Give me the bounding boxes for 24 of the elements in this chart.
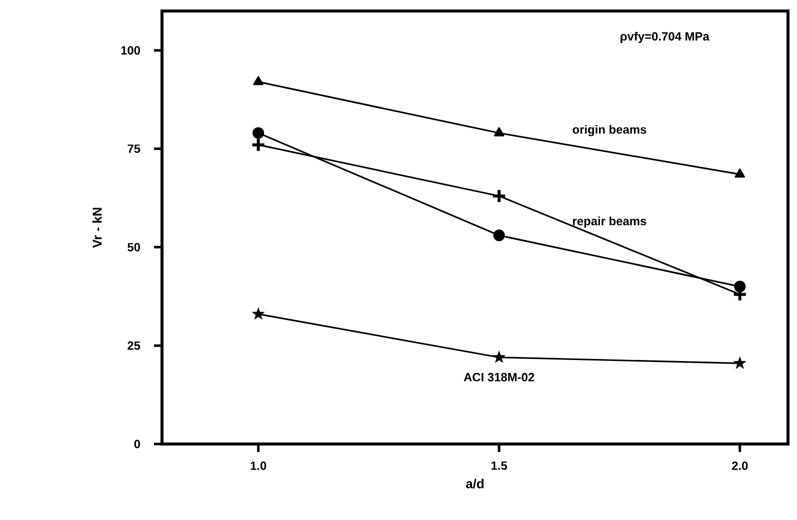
point: [494, 127, 504, 136]
y-tick-label: 25: [128, 341, 140, 350]
point: [492, 188, 507, 204]
point: [734, 168, 745, 178]
series-label: origin beams: [572, 124, 646, 136]
y-tick-label: 0: [134, 440, 140, 448]
point: [252, 127, 264, 139]
y-tick-label: 75: [128, 144, 140, 153]
point: [252, 307, 265, 320]
y-axis-title: Vr - kN: [92, 208, 102, 248]
point: [733, 356, 747, 369]
series-label: repair beams: [573, 216, 646, 228]
x-tick-label: 1.5: [492, 462, 508, 470]
point: [250, 137, 266, 152]
point: [493, 230, 505, 242]
x-axis-title: a/d: [466, 478, 484, 488]
x-tick-label: 1.0: [250, 462, 266, 470]
point: [253, 76, 264, 86]
y-tick-label: 100: [121, 46, 140, 55]
y-tick-label: 50: [128, 242, 140, 252]
x-tick-label: 2.0: [732, 462, 748, 470]
point: [492, 350, 506, 364]
series-label: ACI 318M-02: [464, 372, 534, 382]
annotation: ρvfy=0.704 MPa: [620, 32, 710, 43]
